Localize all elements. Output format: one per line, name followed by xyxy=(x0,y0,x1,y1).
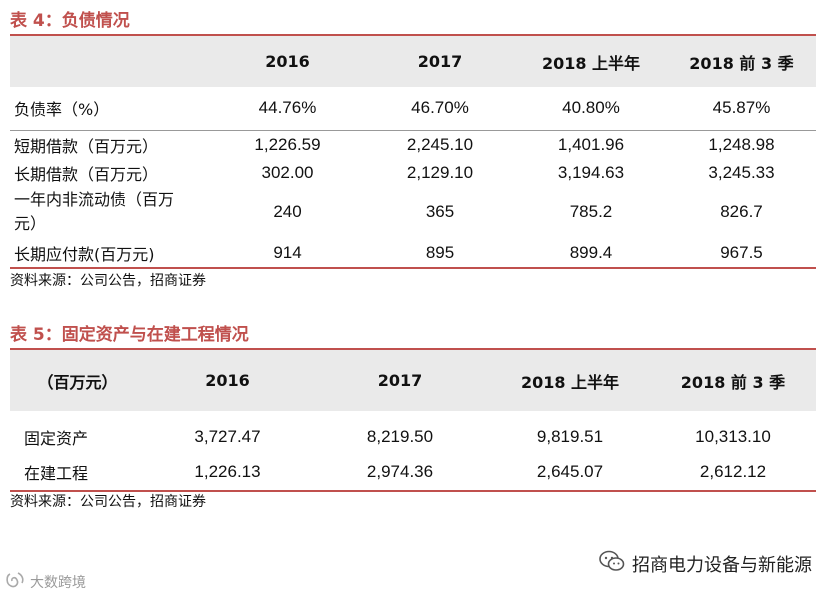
row-label: 在建工程 xyxy=(24,463,89,483)
cell-value: 2,245.10 xyxy=(406,134,474,154)
cell-value: 3,727.47 xyxy=(194,427,261,446)
cell-value: 46.70% xyxy=(411,98,469,118)
table-row: 长期应付款(百万元) 914 895 899.4 967.5 xyxy=(10,238,816,268)
cell-value: 302.00 xyxy=(261,162,314,182)
table5-header-2017: 2017 xyxy=(377,371,423,390)
brand-name: 大数跨境 xyxy=(30,575,86,591)
cell-value: 2,612.12 xyxy=(699,461,767,481)
brand-logo-icon xyxy=(4,570,26,594)
table-row: 长期借款（百万元） 302.00 2,129.10 3,194.63 3,245… xyxy=(10,159,816,186)
cell-value: 2,974.36 xyxy=(366,461,434,481)
table-row: 固定资产 3,727.47 8,219.50 9,819.51 10,313.1… xyxy=(10,421,816,453)
row-label: 长期借款（百万元） xyxy=(14,164,159,184)
table4-header-2018q3: 2018 前 3 季 xyxy=(689,53,794,73)
table5: （百万元） 2016 2017 2018 上半年 2018 前 3 季 固定资产… xyxy=(10,348,816,492)
wechat-watermark: 招商电力设备与新能源 xyxy=(598,549,812,578)
cell-value: 3,245.33 xyxy=(708,162,775,182)
table-row: 一年内非流动债（百万元） 240 365 785.2 826.7 xyxy=(10,186,816,238)
table5-header-unit: （百万元） xyxy=(37,372,118,392)
table5-header-2018q3: 2018 前 3 季 xyxy=(680,372,786,392)
cell-value: 1,226.13 xyxy=(194,461,261,481)
row-label: 固定资产 xyxy=(24,429,89,448)
cell-value: 899.4 xyxy=(569,242,613,262)
table5-header-2016: 2016 xyxy=(205,371,250,390)
table4-header-2017: 2017 xyxy=(417,52,463,71)
table4-header-2018h1: 2018 上半年 xyxy=(541,53,641,73)
cell-value: 44.76% xyxy=(258,98,317,118)
row-label: 短期借款（百万元） xyxy=(14,136,159,156)
table4-header-row: 2016 2017 2018 上半年 2018 前 3 季 xyxy=(10,35,816,87)
table-row: 在建工程 1,226.13 2,974.36 2,645.07 2,612.12 xyxy=(10,453,816,491)
table4-header-label xyxy=(10,35,210,87)
cell-value: 1,401.96 xyxy=(557,134,625,154)
table4: 2016 2017 2018 上半年 2018 前 3 季 负债率（%） 44.… xyxy=(10,34,816,269)
row-label: 负债率（%） xyxy=(14,100,110,120)
cell-value: 2,129.10 xyxy=(406,162,474,182)
table5-title: 表 5：固定资产与在建工程情况 xyxy=(10,325,249,345)
cell-value: 826.7 xyxy=(720,202,763,221)
table5-header-row: （百万元） 2016 2017 2018 上半年 2018 前 3 季 xyxy=(10,349,816,411)
table5-source: 资料来源：公司公告，招商证券 xyxy=(10,494,206,510)
cell-value: 2,645.07 xyxy=(536,461,604,481)
cell-value: 1,248.98 xyxy=(708,134,775,154)
cell-value: 967.5 xyxy=(720,242,763,262)
cell-value: 45.87% xyxy=(712,98,771,118)
table4-source: 资料来源：公司公告，招商证券 xyxy=(10,273,206,289)
wechat-account-name: 招商电力设备与新能源 xyxy=(632,554,812,576)
brand-watermark: 大数跨境 xyxy=(4,570,86,594)
row-label: 长期应付款(百万元) xyxy=(14,244,155,264)
cell-value: 8,219.50 xyxy=(366,427,434,446)
cell-value: 365 xyxy=(425,202,455,221)
wechat-icon xyxy=(598,549,626,578)
cell-value: 9,819.51 xyxy=(536,427,604,446)
cell-value: 240 xyxy=(273,202,302,221)
cell-value: 785.2 xyxy=(569,202,613,221)
row-label: 一年内非流动债（百万元） xyxy=(14,190,175,233)
table4-header-2016: 2016 xyxy=(265,52,310,71)
cell-value: 3,194.63 xyxy=(557,162,625,182)
table-row: 负债率（%） 44.76% 46.70% 40.80% 45.87% xyxy=(10,87,816,130)
cell-value: 1,226.59 xyxy=(254,134,321,154)
cell-value: 10,313.10 xyxy=(695,427,771,446)
table5-header-2018h1: 2018 上半年 xyxy=(520,372,620,392)
cell-value: 895 xyxy=(425,242,455,262)
table4-title: 表 4：负债情况 xyxy=(10,11,130,31)
cell-value: 40.80% xyxy=(562,98,620,118)
cell-value: 914 xyxy=(273,242,302,262)
table-row: 短期借款（百万元） 1,226.59 2,245.10 1,401.96 1,2… xyxy=(10,130,816,159)
